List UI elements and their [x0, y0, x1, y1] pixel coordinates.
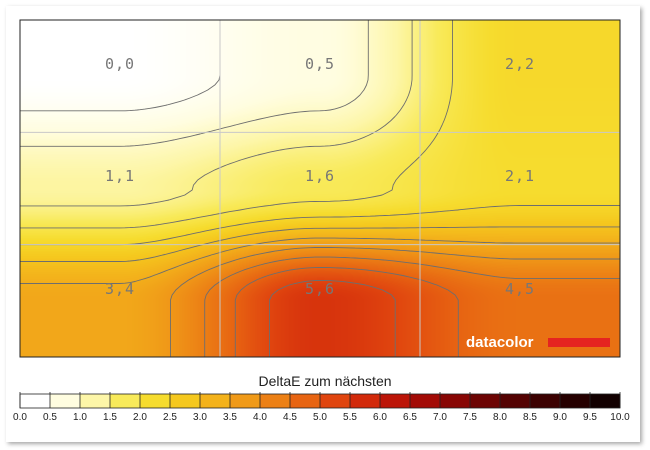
colorbar-swatch	[440, 394, 471, 408]
colorbar-tick-label: 3.0	[193, 412, 207, 423]
colorbar-tick-label: 0.5	[43, 412, 57, 423]
colorbar-swatch	[20, 394, 51, 408]
cell-label: 1,1	[105, 167, 135, 185]
colorbar-swatch	[380, 394, 411, 408]
colorbar-tick-label: 4.0	[253, 412, 267, 423]
plot-area	[20, 20, 620, 357]
colorbar-tick-label: 1.5	[103, 412, 117, 423]
colorbar-title: DeltaE zum nächsten	[258, 373, 391, 389]
colorbar-swatch	[230, 394, 261, 408]
colorbar-tick-label: 2.5	[163, 412, 177, 423]
colorbar-tick-label: 4.5	[283, 412, 297, 423]
colorbar-tick-label: 0.0	[13, 412, 27, 423]
colorbar-tick-label: 3.5	[223, 412, 237, 423]
brand-logo: datacolor	[466, 334, 610, 351]
colorbar-swatch	[320, 394, 351, 408]
contour-line	[234, 267, 459, 357]
cell-label: 5,6	[305, 280, 335, 298]
contour-line	[269, 279, 396, 357]
colorbar-tick-label: 2.0	[133, 412, 147, 423]
cell-labels: 0,0 0,5 2,2 1,1 1,6 2,1 3,4 5,6 4,5	[105, 55, 535, 298]
colorbar-swatch	[140, 394, 171, 408]
colorbar-tick-label: 5.5	[343, 412, 357, 423]
colorbar-tick-label: 9.0	[553, 412, 567, 423]
colorbar-tick-label: 1.0	[73, 412, 87, 423]
colorbar-swatch	[290, 394, 321, 408]
contour-line	[20, 20, 453, 229]
cell-label: 0,0	[105, 55, 135, 73]
contour-line	[20, 20, 413, 207]
cell-label: 2,1	[505, 167, 535, 185]
colorbar-swatch	[470, 394, 501, 408]
colorbar-tick-label: 6.5	[403, 412, 417, 423]
colorbar-swatch	[200, 394, 231, 408]
colorbar-tick-label: 5.0	[313, 412, 327, 423]
colorbar-swatch	[50, 394, 81, 408]
brand-name: datacolor	[466, 334, 534, 351]
contour-line	[20, 226, 620, 262]
contour-lines	[20, 20, 620, 357]
colorbar-swatch	[260, 394, 291, 408]
colorbar-swatch	[530, 394, 561, 408]
colorbar: 0.0 0.5 1.0 1.5 2.0 2.5 3.0 3.5 4.0 4.5 5.0 5.5 6.0 6…	[13, 392, 630, 423]
brand-bar	[548, 338, 610, 347]
colorbar-swatch	[170, 394, 201, 408]
colorbar-tick-label: 6.0	[373, 412, 387, 423]
heat-layer	[20, 20, 620, 357]
cell-label: 1,6	[305, 167, 335, 185]
colorbar-tick-label: 9.5	[583, 412, 597, 423]
cell-label: 2,2	[505, 55, 535, 73]
cell-label: 3,4	[105, 280, 135, 298]
colorbar-swatch	[350, 394, 381, 408]
colorbar-swatch	[500, 394, 531, 408]
contour-line	[204, 256, 620, 357]
colorbar-swatch	[80, 394, 111, 408]
cell-label: 4,5	[505, 280, 535, 298]
colorbar-swatch	[560, 394, 591, 408]
colorbar-swatch	[410, 394, 441, 408]
colorbar-swatch	[110, 394, 141, 408]
colorbar-tick-label: 10.0	[610, 412, 630, 423]
colorbar-tick-label: 8.5	[523, 412, 537, 423]
cell-label: 0,5	[305, 55, 335, 73]
plot-border	[19, 19, 621, 358]
colorbar-tick-label: 8.0	[493, 412, 507, 423]
contour-line	[20, 20, 369, 147]
colorbar-swatch	[590, 394, 621, 408]
grid-lines	[20, 20, 620, 357]
heat-field	[20, 20, 620, 357]
colorbar-tick-label: 7.5	[463, 412, 477, 423]
colorbar-tick-label: 7.0	[433, 412, 447, 423]
